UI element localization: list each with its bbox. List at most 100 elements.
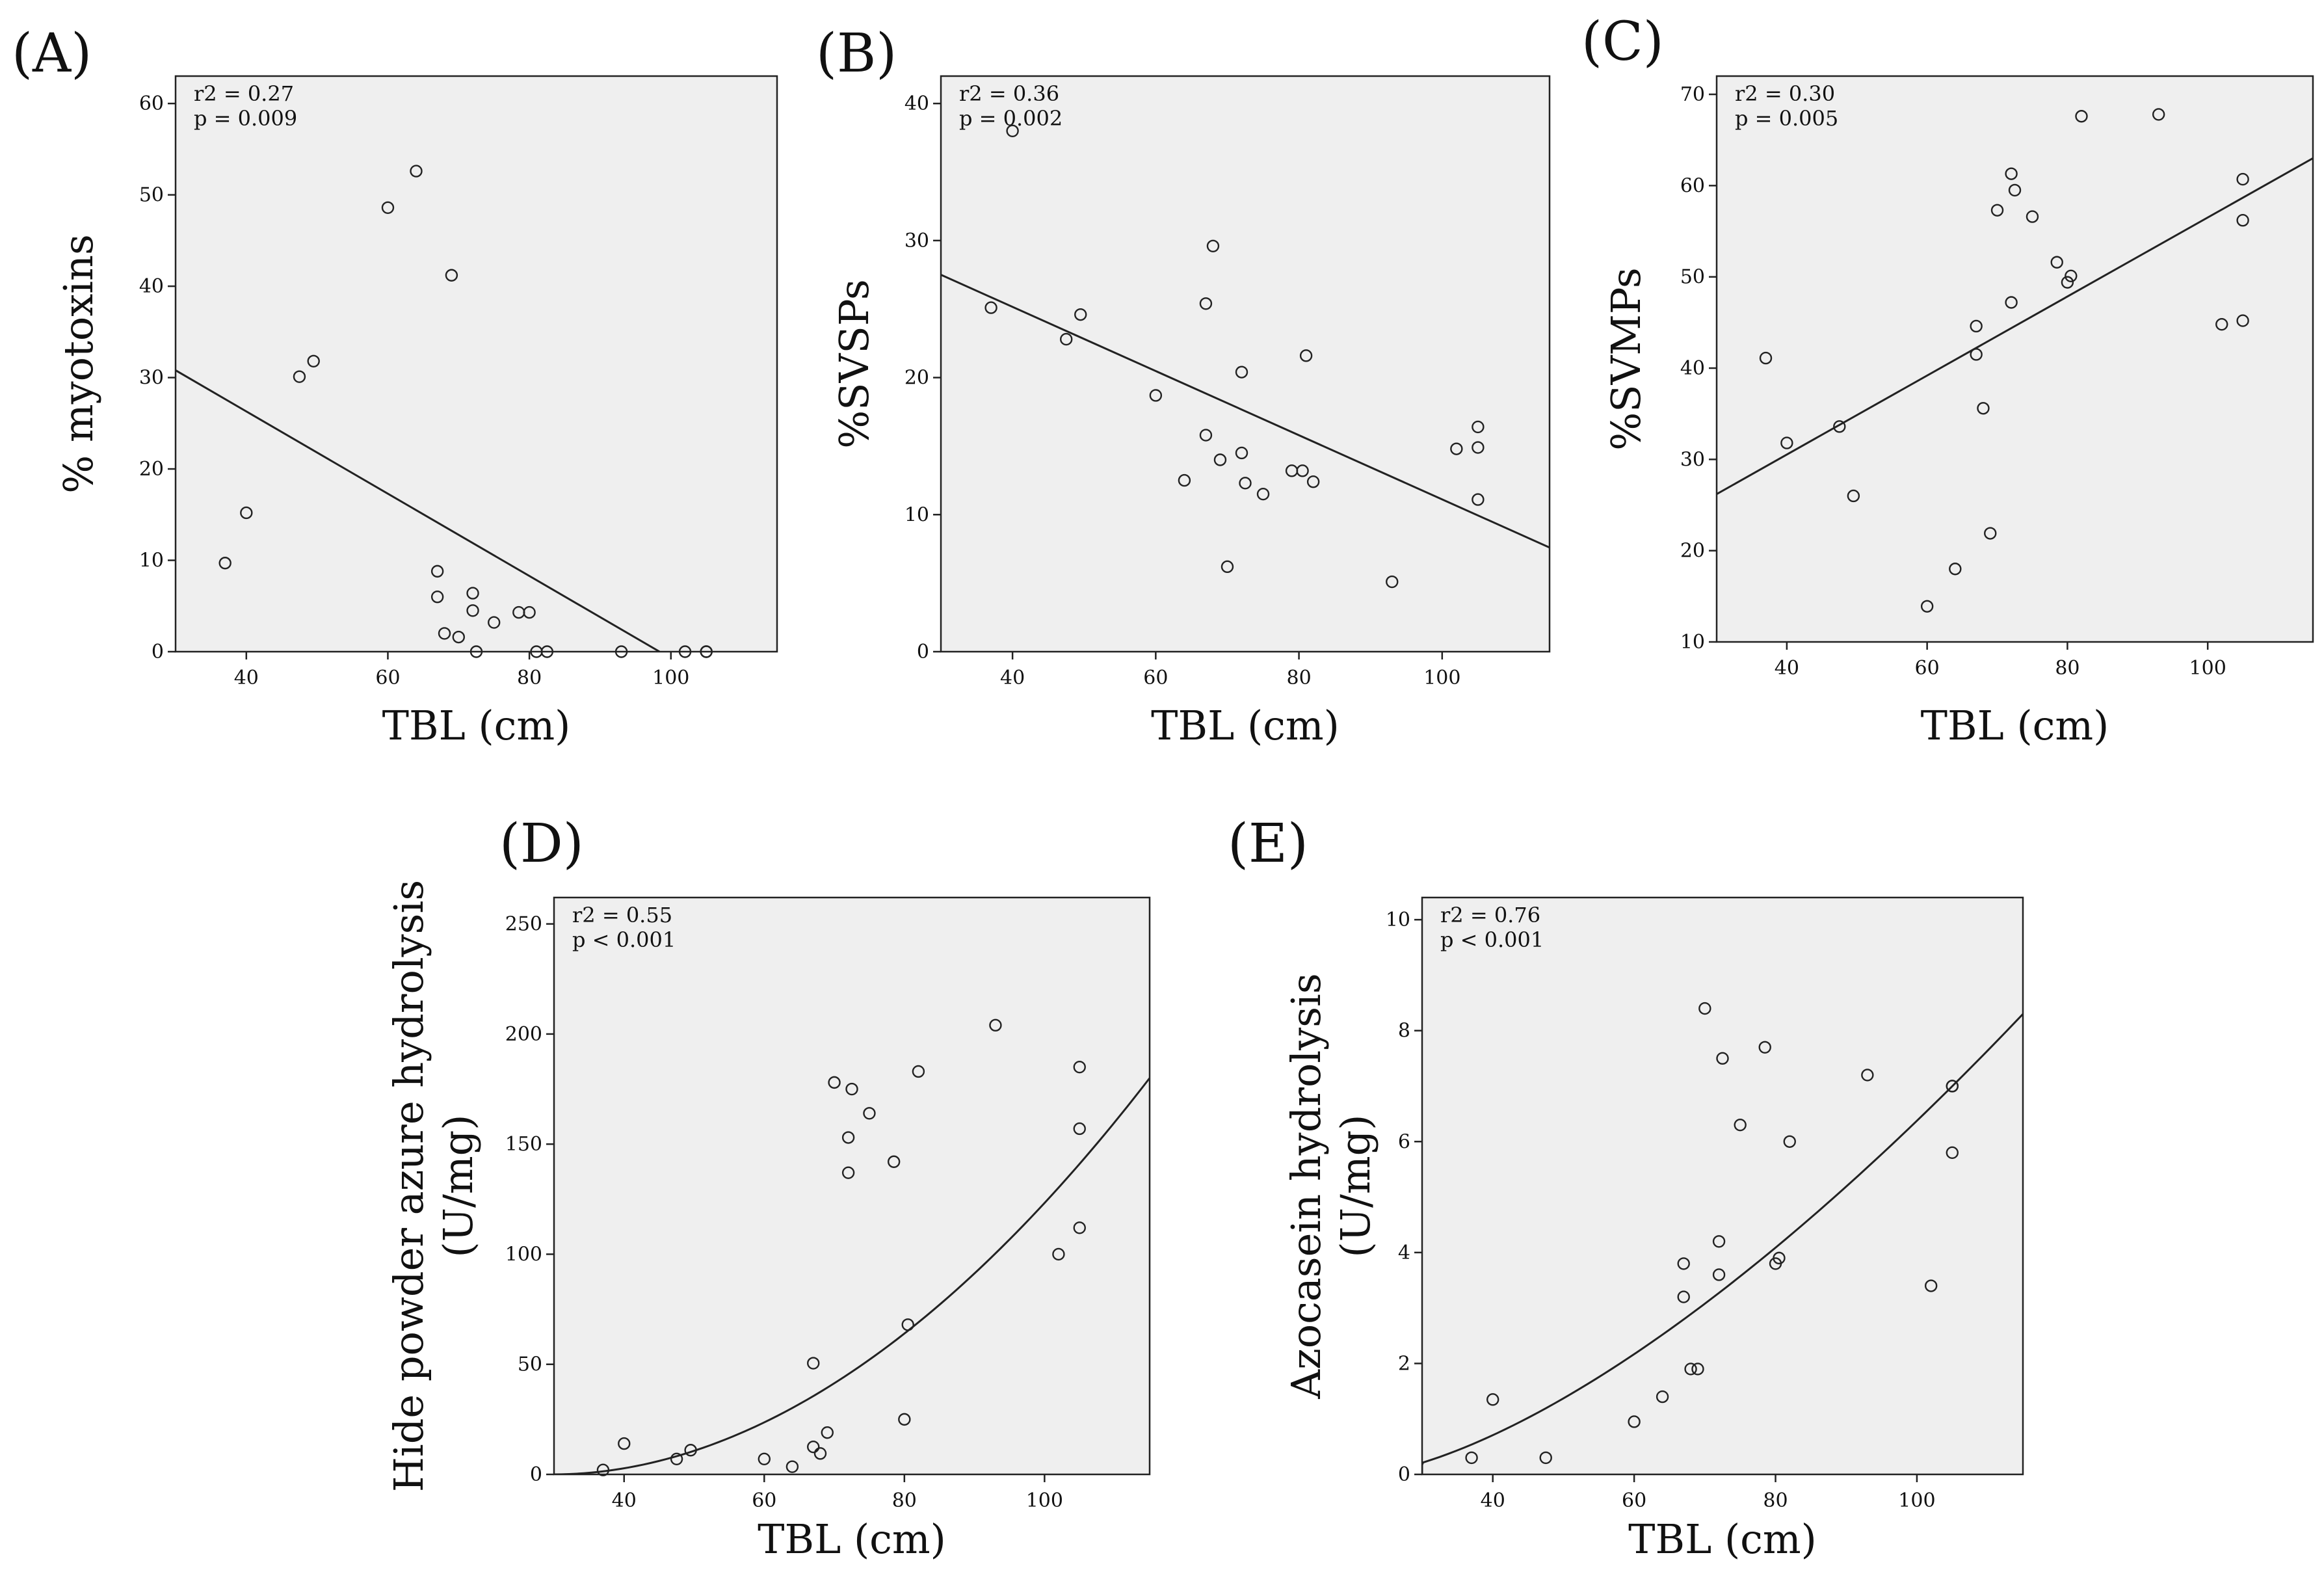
y-tick-label: 0 — [530, 1463, 542, 1486]
data-point — [2065, 269, 2078, 283]
data-point — [1465, 1451, 1478, 1465]
y-tick-label: 50 — [139, 184, 164, 207]
y-tick-label: 20 — [139, 458, 164, 481]
data-point — [2005, 167, 2018, 180]
y-tick-label: 0 — [152, 641, 164, 663]
panel-b: (B) 0 10 20 30 40 40 60 80 100 TBL (cm) %SVSPs r2 = … — [816, 23, 1551, 749]
data-point — [1970, 319, 1983, 333]
r2-annotation: r2 = 0.27 — [194, 81, 294, 106]
data-point — [2061, 276, 2074, 289]
y-tick-label: 40 — [1680, 357, 1705, 380]
x-tick-label: 100 — [2189, 657, 2226, 680]
y-tick-label: 4 — [1398, 1242, 1410, 1264]
fit-line — [554, 1077, 1150, 1474]
x-tick-label: 60 — [375, 667, 400, 689]
data-point — [1920, 600, 1934, 613]
x-tick-label: 40 — [1775, 657, 1799, 680]
data-point — [618, 1437, 631, 1450]
y-tick-label: 2 — [1398, 1352, 1410, 1375]
y-tick-label: 100 — [505, 1243, 542, 1266]
data-point — [1970, 348, 1983, 361]
y-axis-title-line: %SVSPs — [830, 279, 878, 449]
data-point — [218, 557, 231, 570]
data-point — [1861, 1069, 1874, 1082]
data-point — [1833, 420, 1846, 433]
data-point — [841, 1166, 855, 1179]
y-tick-label: 60 — [139, 92, 164, 115]
x-tick-label: 100 — [1423, 667, 1460, 689]
x-tick-label: 40 — [234, 667, 259, 689]
panel-a: (A) 0 10 20 30 40 50 60 40 60 80 100 TBL (cm) % myoto… — [12, 23, 778, 749]
fit-line — [941, 274, 1550, 549]
data-point — [1712, 1268, 1726, 1281]
data-point — [2075, 110, 2088, 123]
data-point — [1780, 436, 1793, 449]
data-point — [863, 1107, 876, 1120]
data-point — [684, 1444, 697, 1457]
y-tick-label: 50 — [1680, 266, 1705, 289]
data-point — [845, 1082, 858, 1096]
data-point — [1783, 1135, 1796, 1148]
data-point — [445, 269, 458, 282]
data-point — [2005, 296, 2018, 309]
data-point — [989, 1018, 1002, 1032]
y-tick-label: 30 — [1680, 448, 1705, 471]
y-tick-label: 60 — [1680, 174, 1705, 197]
data-point — [901, 1318, 914, 1331]
data-point — [1306, 475, 1320, 488]
data-point — [1712, 1235, 1726, 1248]
y-tick-label: 150 — [505, 1133, 542, 1156]
x-tick-label: 100 — [652, 667, 689, 689]
data-point — [2008, 183, 2022, 197]
y-axis-title: Hide powder azure hydrolysis(U/mg) — [385, 880, 482, 1492]
data-point — [466, 604, 479, 617]
data-point — [1239, 477, 1252, 490]
panel-label: (E) — [1228, 813, 1308, 875]
data-point — [758, 1452, 771, 1466]
p-value-annotation: p < 0.001 — [1440, 927, 1544, 952]
x-axis-title: TBL (cm) — [382, 702, 571, 749]
data-point — [813, 1447, 827, 1460]
data-point — [1984, 527, 1997, 540]
data-point — [1073, 1221, 1086, 1234]
data-point — [1296, 464, 1309, 477]
data-point — [1472, 493, 1485, 506]
data-point — [1073, 1060, 1086, 1074]
data-point — [1924, 1279, 1938, 1292]
data-point — [1006, 124, 1019, 137]
data-point — [307, 354, 320, 367]
data-point — [1149, 389, 1163, 402]
y-axis-title-line: % myotoxins — [55, 234, 102, 494]
y-tick-label: 20 — [1680, 540, 1705, 563]
y-tick-label: 40 — [139, 275, 164, 298]
fit-line — [176, 369, 661, 652]
p-value-annotation: p = 0.009 — [194, 106, 297, 131]
x-tick-label: 80 — [2055, 657, 2080, 680]
panel-e: (E) 0 2 4 6 8 10 40 60 80 100 TBL (cm) Azocasein hyd… — [1228, 813, 2024, 1563]
data-point — [1472, 441, 1485, 454]
data-point — [1977, 402, 1990, 415]
data-point — [912, 1065, 925, 1078]
data-point — [2215, 317, 2228, 331]
data-point — [452, 630, 465, 644]
r2-annotation: r2 = 0.76 — [1440, 903, 1540, 927]
x-tick-label: 60 — [1622, 1489, 1646, 1512]
data-point — [293, 370, 306, 383]
y-axis-title-line: (U/mg) — [1332, 1115, 1379, 1258]
data-point — [1199, 297, 1213, 310]
data-point — [1199, 429, 1213, 442]
y-tick-label: 10 — [1386, 909, 1410, 931]
data-point — [700, 645, 713, 658]
y-tick-label: 200 — [505, 1023, 542, 1046]
data-point — [2236, 314, 2249, 327]
data-point — [1990, 204, 2004, 217]
y-tick-label: 8 — [1398, 1020, 1410, 1043]
data-point — [614, 645, 628, 658]
x-tick-label: 60 — [752, 1489, 776, 1512]
p-value-annotation: p = 0.002 — [959, 106, 1063, 131]
data-point — [1052, 1247, 1065, 1261]
x-tick-label: 40 — [612, 1489, 637, 1512]
data-point — [1949, 563, 1962, 576]
panel-c: (C) 10 20 30 40 50 60 70 40 60 80 100 TBL (cm) %SVMPs… — [1581, 11, 2314, 749]
data-point — [807, 1440, 820, 1454]
